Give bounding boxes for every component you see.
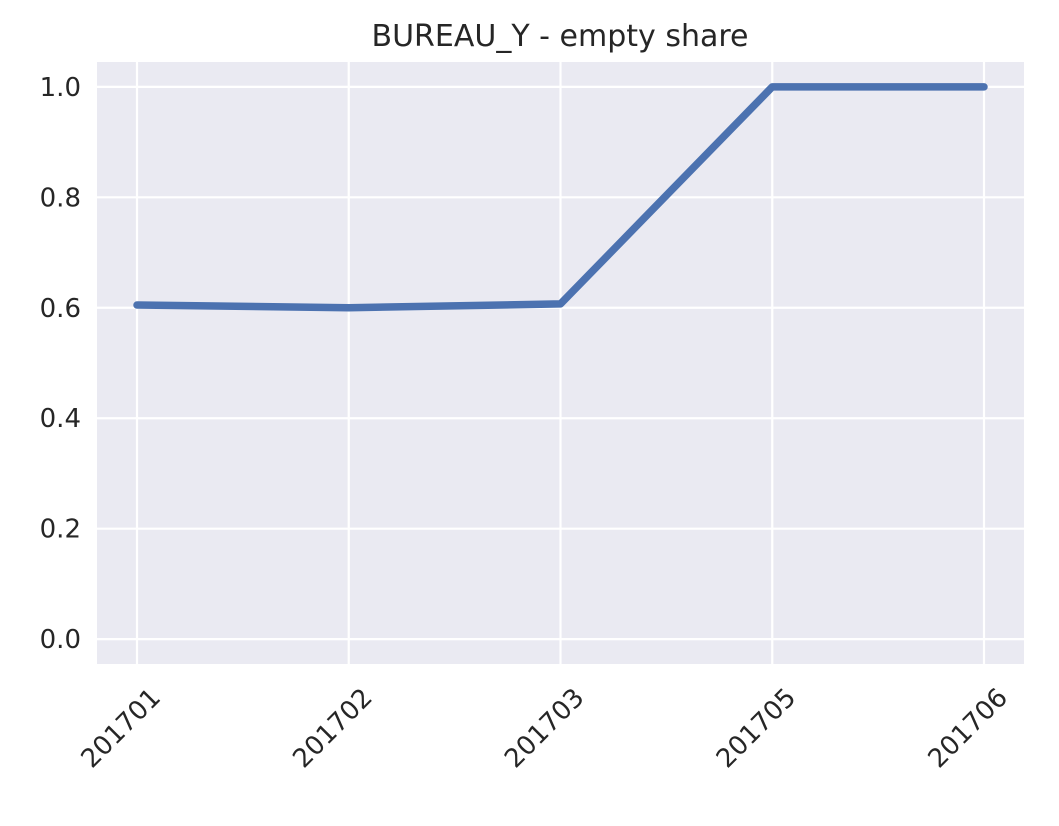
chart-title: BUREAU_Y - empty share	[372, 19, 749, 54]
y-tick-label: 0.4	[40, 404, 81, 434]
x-tick-label: 201701	[76, 683, 167, 774]
series-layer	[133, 83, 988, 312]
y-tick-label: 0.8	[40, 183, 81, 213]
x-tick-label: 201706	[923, 683, 1014, 774]
y-tick-label: 0.0	[40, 625, 81, 655]
grid-lines	[97, 62, 1024, 664]
x-axis-ticks: 201701 201702 201703 201705 201706	[76, 683, 1014, 774]
x-tick-label: 201705	[711, 683, 802, 774]
y-tick-label: 1.0	[40, 73, 81, 103]
x-tick-label: 201702	[287, 683, 378, 774]
y-tick-label: 0.2	[40, 515, 81, 545]
y-axis-ticks: 0.0 0.2 0.4 0.6 0.8 1.0	[40, 73, 81, 655]
x-tick-label: 201703	[499, 683, 590, 774]
y-tick-label: 0.6	[40, 294, 81, 324]
series-line	[133, 83, 988, 312]
